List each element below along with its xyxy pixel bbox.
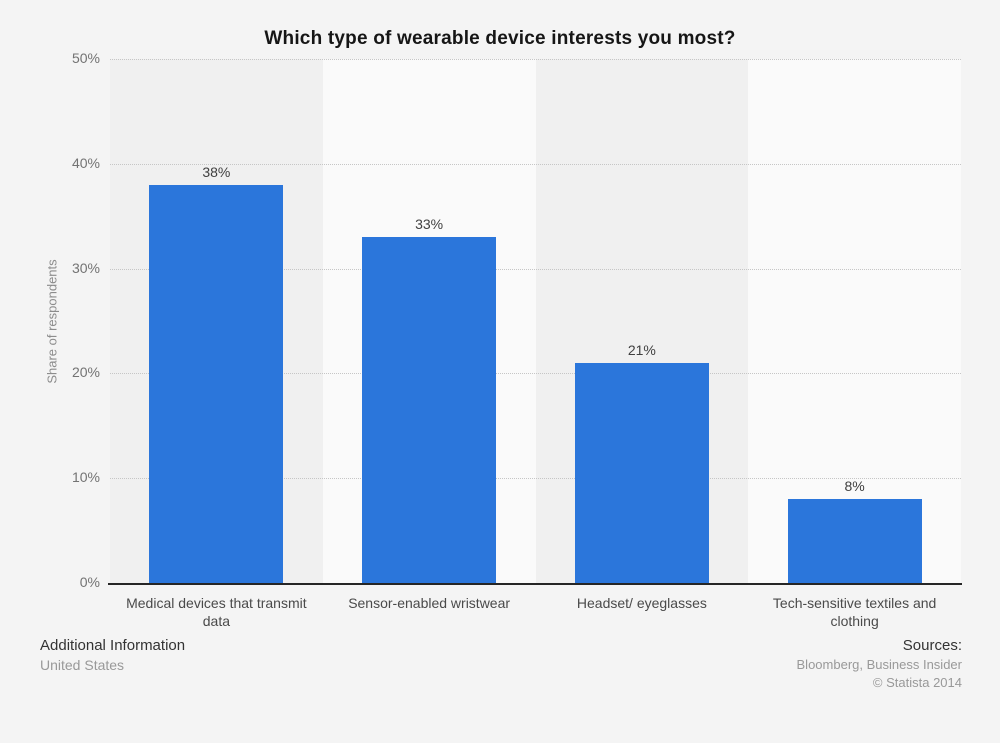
gridline — [110, 59, 961, 60]
x-category-label: Sensor-enabled wristwear — [348, 595, 511, 611]
y-tick-label: 20% — [71, 364, 100, 381]
bar — [362, 237, 497, 583]
x-axis-line — [108, 583, 962, 585]
bar — [787, 499, 922, 583]
x-category-label: Tech-sensitive textiles and clothing — [772, 595, 937, 629]
chart-title: Which type of wearable device interests … — [264, 28, 736, 49]
gridline — [110, 373, 961, 375]
bar — [574, 363, 709, 583]
sources-value: Bloomberg, Business Insider — [796, 657, 962, 672]
additional-information-label: Additional Information — [40, 637, 186, 654]
y-tick-label: 40% — [71, 154, 100, 171]
copyright-notice: © Statista 2014 — [872, 675, 962, 690]
plot-band — [748, 59, 961, 583]
x-category-label: Medical devices that transmit data — [126, 595, 307, 629]
bar — [149, 185, 284, 583]
bar-value-label: 21% — [627, 342, 656, 358]
bar-value-label: 38% — [202, 164, 231, 180]
y-tick-label: 30% — [71, 259, 100, 276]
sources-block: Sources: Bloomberg, Business Insider © S… — [797, 637, 962, 690]
sources-label: Sources: — [902, 637, 962, 654]
y-tick-label: 50% — [71, 50, 100, 66]
additional-information-value: United States — [40, 657, 125, 673]
gridline — [110, 163, 961, 165]
y-tick-label: 10% — [71, 469, 100, 486]
x-category-label: Headset/ eyeglasses — [576, 595, 707, 611]
gridline — [110, 478, 961, 480]
y-axis-title: Share of respondents — [44, 259, 60, 384]
bar-value-label: 8% — [844, 478, 865, 494]
additional-information-block: Additional Information United States — [40, 637, 185, 673]
y-tick-label: 0% — [79, 574, 100, 590]
gridline — [110, 268, 961, 270]
bar-value-label: 33% — [415, 216, 444, 232]
